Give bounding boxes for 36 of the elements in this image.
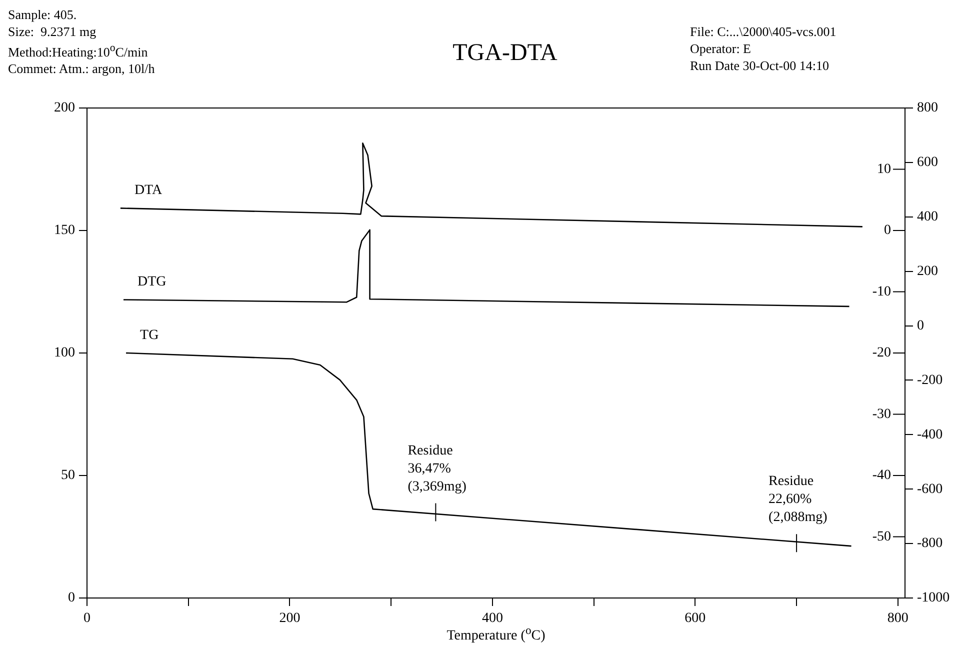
x-tick-label: 600	[684, 611, 706, 626]
y3-tick-label: -20	[872, 346, 891, 361]
y3-tick-label: -10	[872, 284, 891, 300]
y2-tick-label: 600	[917, 155, 938, 170]
annotation: Residue 36,47% (3,369mg)	[408, 443, 467, 494]
chart-title: TGA-DTA	[452, 40, 558, 67]
y2-tick-label: -1000	[917, 590, 950, 606]
y2-tick-label: 800	[917, 100, 938, 116]
y2-tick-label: -800	[917, 536, 943, 552]
y3-tick-label: -30	[872, 406, 891, 422]
y-tick-label: 100	[54, 346, 75, 361]
y2-tick-label: -600	[917, 482, 943, 497]
annotation: Residue 22,60% (2,088mg)	[768, 474, 828, 526]
y2-tick-label: 0	[917, 318, 924, 334]
y2-tick-label: 400	[917, 210, 938, 225]
y-tick-label: 150	[54, 223, 75, 238]
y2-tick-label: 200	[917, 264, 938, 280]
y3-tick-label: 10	[877, 162, 891, 177]
y3-tick-label: -50	[872, 529, 891, 544]
y2-tick-label: -400	[917, 427, 943, 442]
x-tick-label: 800	[887, 611, 908, 626]
series-label: TG	[140, 328, 159, 343]
x-tick-label: 400	[482, 611, 503, 626]
series-label: DTA	[134, 183, 163, 198]
x-tick-label: 200	[279, 611, 300, 626]
y-tick-label: 200	[54, 100, 75, 116]
x-axis-title: Temperature ($^{o}$C)	[446, 624, 546, 644]
text: Sample: 405. Size: 9.2371 mg Method:Heating:10$^{o}$C/min Commet: Atm.: argon, 10l/h	[8, 6, 155, 78]
text: File: C:...\2000\405-vcs.001 Operator: E Run Date 30-Oct-00 14:10	[690, 23, 836, 74]
x-tick-label: 0	[84, 611, 90, 626]
series-label: DTG	[137, 274, 166, 290]
y3-tick-label: 0	[884, 223, 891, 238]
y3-tick-label: -40	[872, 468, 891, 484]
y2-tick-label: -200	[917, 372, 943, 388]
y-tick-label: 50	[61, 468, 75, 484]
y-tick-label: 0	[68, 590, 75, 606]
